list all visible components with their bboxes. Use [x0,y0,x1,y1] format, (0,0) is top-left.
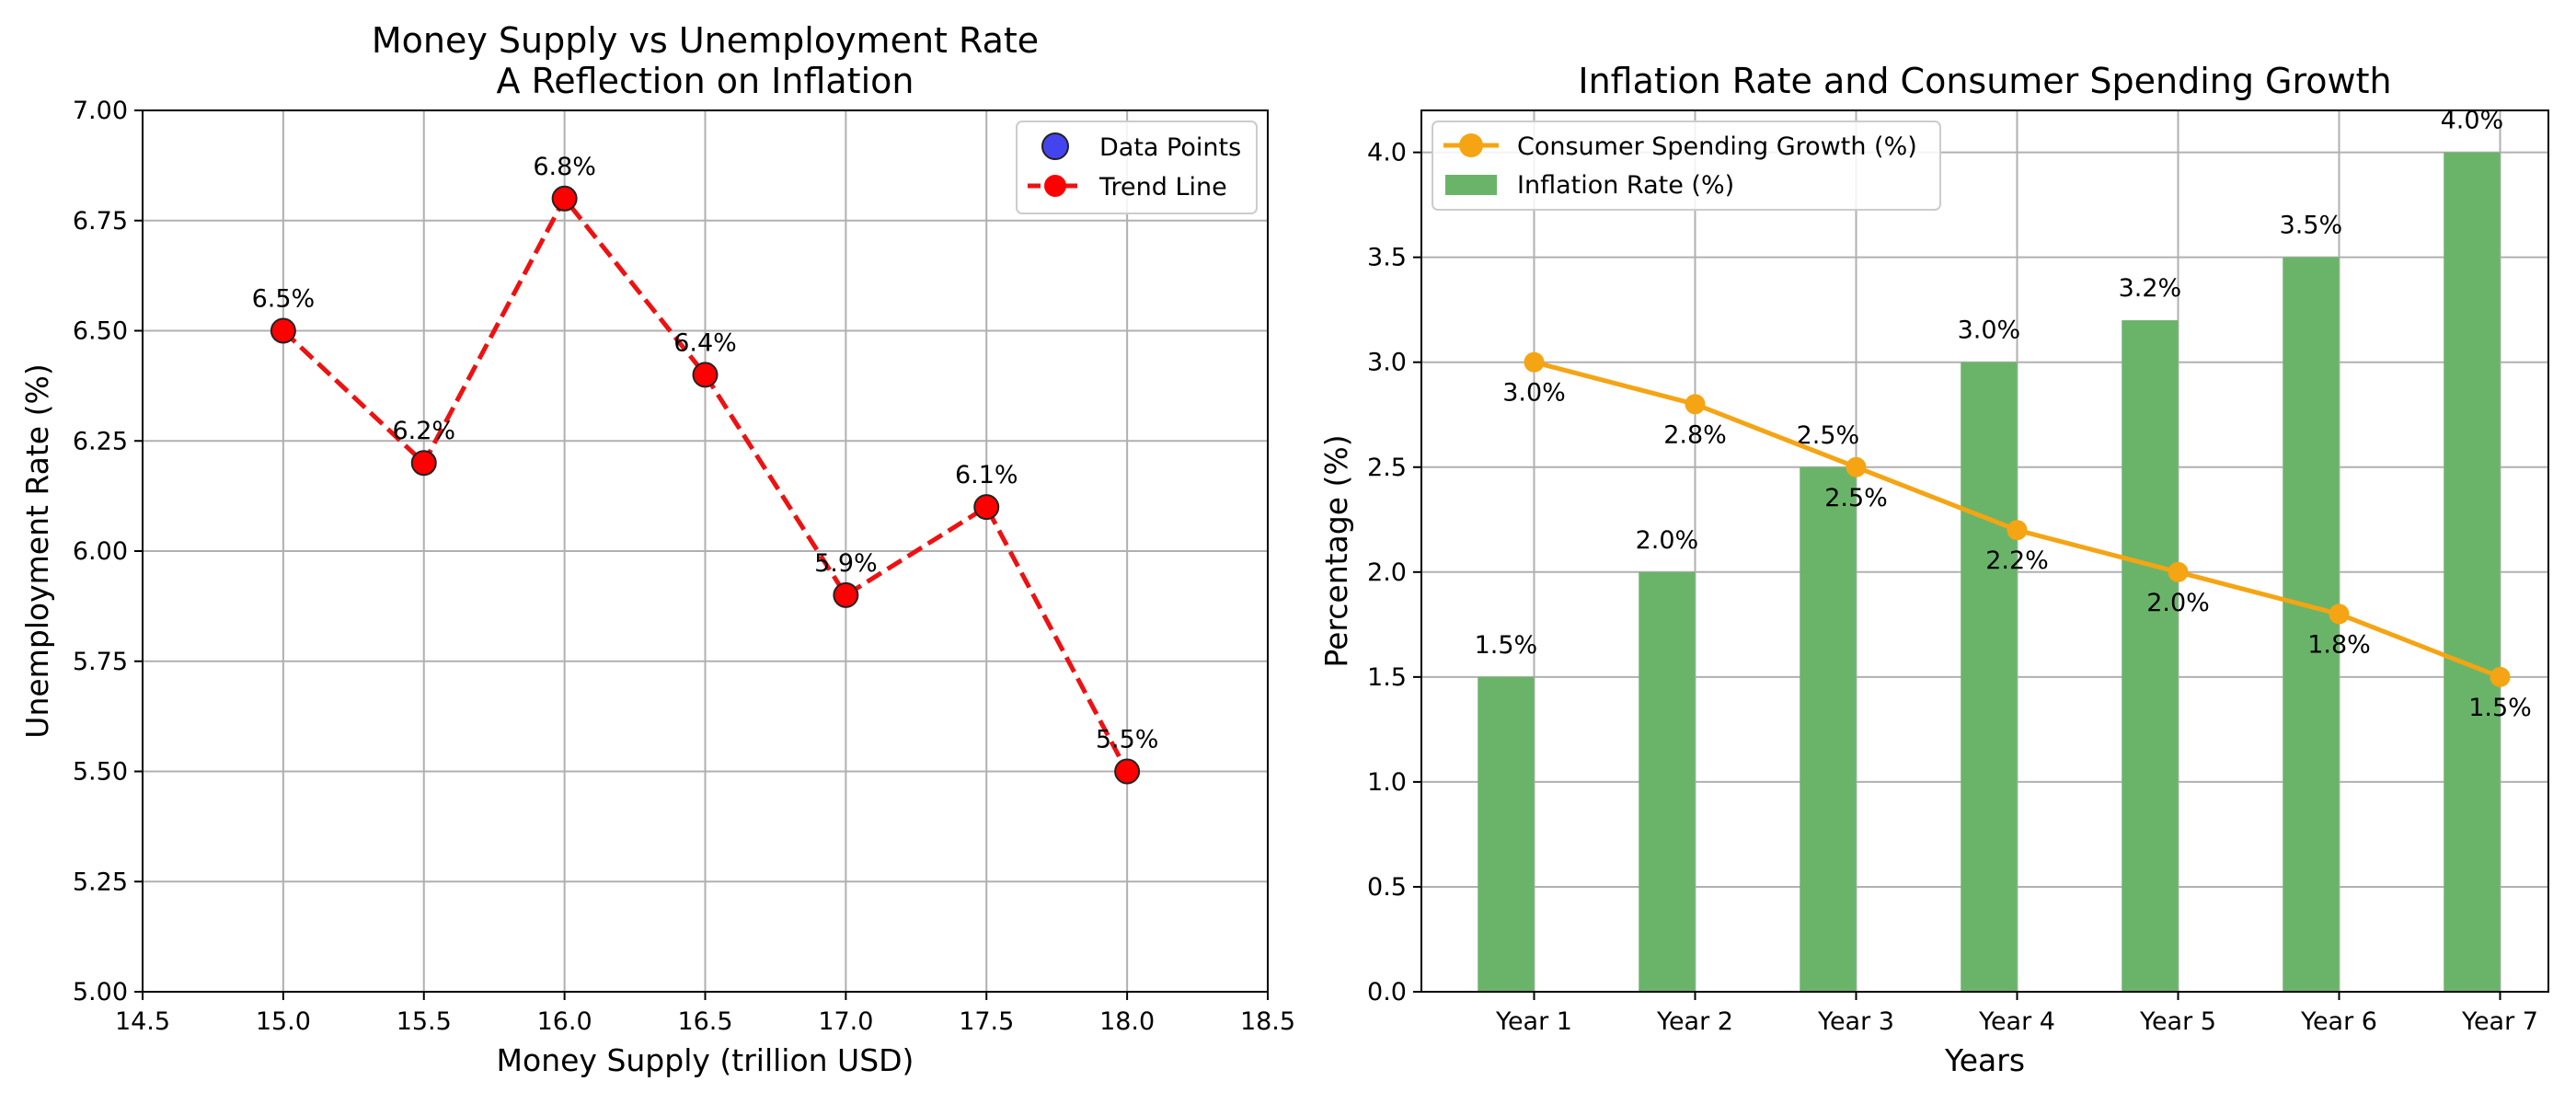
legend-label: Consumer Spending Growth (%) [1517,132,1917,161]
x-tick-label: 15.5 [397,1007,452,1036]
legend-box [1016,121,1258,214]
bar [2283,257,2340,993]
legend-label: Trend Line [1098,173,1227,201]
y-tick-label: 2.0 [1367,558,1407,587]
y-tick-label: 7.00 [73,97,128,125]
x-tick-label: 16.0 [537,1007,592,1036]
x-tick-label: 18.5 [1240,1007,1295,1036]
bar-chart-panel: 1.5%2.0%2.5%3.0%3.2%3.5%4.0%3.0%2.8%2.5%… [1318,61,2549,1078]
line-label: 2.5% [1824,484,1888,512]
x-tick-label: 15.0 [256,1007,311,1036]
x-tick-label: 16.5 [677,1007,732,1036]
y-tick-label: 5.75 [73,648,128,676]
bar [1478,676,1535,992]
y-tick-label: 0.0 [1367,978,1407,1006]
legend-label: Inflation Rate (%) [1517,171,1734,200]
y-tick-label: 5.00 [73,978,128,1006]
bar [1800,466,1857,992]
line-point [2490,666,2511,687]
bar-label: 3.2% [2119,274,2182,303]
chart-title: Inflation Rate and Consumer Spending Gro… [1578,61,2391,101]
data-point [833,581,859,608]
data-point [692,362,719,388]
data-point [1114,758,1141,785]
y-tick-label: 6.75 [73,207,128,236]
bar-label: 2.0% [1636,526,1699,555]
y-tick-label: 6.50 [73,317,128,346]
x-axis-label: Years [1944,1042,2025,1078]
x-tick-label: Year 4 [1978,1007,2055,1036]
line-label: 2.0% [2146,589,2210,617]
x-axis-label: Money Supply (trillion USD) [497,1042,914,1078]
y-axis-label: Percentage (%) [1318,434,1354,667]
bar-label: 1.5% [1475,631,1538,660]
bar-label: 2.5% [1797,421,1860,450]
y-tick-label: 6.00 [73,537,128,566]
line-point [2168,561,2189,582]
line-label: 1.5% [2468,694,2532,722]
x-tick-label: Year 2 [1656,1007,1733,1036]
x-tick-label: Year 7 [2461,1007,2538,1036]
x-tick-label: 17.0 [818,1007,873,1036]
legend-box [1432,121,1941,211]
bar [2122,320,2179,993]
bar [1639,571,1696,992]
data-label: 5.5% [1096,726,1159,754]
data-point [410,450,437,477]
line-point [2329,604,2350,625]
y-tick-label: 6.25 [73,427,128,455]
data-point [270,317,296,344]
legend-marker-spending [1459,133,1483,157]
bar-label: 3.5% [2280,212,2343,240]
legend-marker-scatter [1041,132,1069,160]
chart-subtitle: A Reflection on Inflation [497,61,914,101]
line-point [2007,520,2028,541]
data-label: 6.5% [252,285,316,314]
data-label: 6.2% [392,417,455,445]
y-axis-label: Unemployment Rate (%) [19,363,55,738]
legend-swatch-inflation [1445,175,1497,195]
line-label: 2.8% [1663,420,1727,449]
x-tick-label: 17.5 [959,1007,1014,1036]
y-tick-label: 0.5 [1367,873,1407,902]
y-tick-label: 3.0 [1367,349,1407,377]
y-tick-label: 3.5 [1367,244,1407,272]
line-point [1846,456,1867,477]
y-tick-label: 5.50 [73,758,128,787]
data-point [551,185,578,212]
data-label: 6.8% [533,153,596,181]
legend-marker-trend [1044,175,1066,197]
bar [2444,152,2501,993]
y-tick-label: 5.25 [73,868,128,896]
line-label: 2.2% [1985,546,2049,575]
line-label: 1.8% [2307,630,2371,659]
data-label: 6.1% [955,461,1018,489]
legend-label: Data Points [1099,133,1241,162]
bar-label: 3.0% [1958,316,2021,345]
scatter-chart-panel: 6.5% 6.2% 6.8% 6.4% 5.9% 6.1% 5.5% 14.5 15.0 15.5… [19,20,1295,1078]
x-tick-label: 18.0 [1099,1007,1155,1036]
y-tick-label: 4.0 [1367,139,1407,167]
x-tick-label: 14.5 [115,1007,170,1036]
line-point [1524,351,1545,373]
chart-title: Money Supply vs Unemployment Rate [372,20,1039,61]
data-label: 6.4% [673,328,737,357]
line-point [1685,394,1706,415]
x-tick-label: Year 6 [2300,1007,2377,1036]
bar [1961,362,2018,992]
x-tick-label: Year 5 [2139,1007,2216,1036]
line-label: 3.0% [1502,379,1566,408]
y-tick-label: 1.5 [1367,663,1407,692]
y-tick-label: 2.5 [1367,454,1407,482]
x-tick-label: Year 3 [1817,1007,1894,1036]
x-tick-label: Year 1 [1495,1007,1572,1036]
data-point [973,494,1000,521]
y-tick-label: 1.0 [1367,768,1407,797]
data-label: 5.9% [814,549,878,578]
plot-frame [1420,109,2549,993]
